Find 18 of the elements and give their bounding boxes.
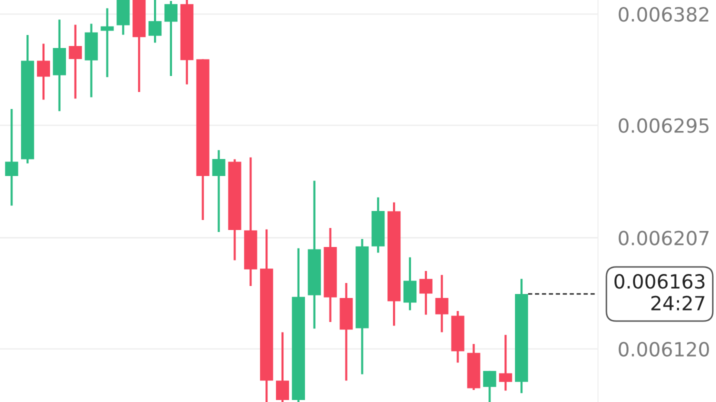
ref-line-label: 0.006163 24:27: [614, 274, 704, 310]
candlestick: [212, 149, 226, 234]
candlestick: [100, 7, 114, 78]
candlestick: [164, 0, 178, 78]
candlestick: [499, 334, 512, 392]
candlestick: [483, 370, 496, 402]
candlestick: [68, 24, 82, 100]
candlestick: [435, 274, 448, 334]
candlestick: [148, 0, 162, 44]
y-tick-label: 0.006382: [618, 7, 708, 22]
candlestick: [36, 42, 50, 101]
candlestick: [276, 331, 290, 402]
candlestick: [419, 270, 432, 316]
y-tick-label: 0.006120: [618, 342, 709, 357]
candlestick: [5, 108, 18, 207]
candlestick: [403, 256, 417, 312]
y-tick-label: 0.006207: [618, 230, 709, 246]
y-tick-label: 0.006295: [618, 118, 709, 133]
